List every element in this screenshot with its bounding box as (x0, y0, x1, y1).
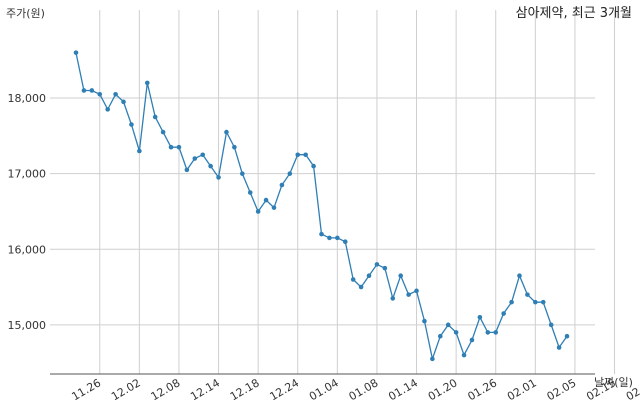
data-point (216, 175, 221, 180)
data-point (540, 299, 546, 305)
data-point (525, 292, 530, 297)
gridlines (50, 10, 616, 374)
series-line (75, 52, 568, 362)
data-point (247, 190, 253, 195)
data-point (295, 152, 301, 158)
data-point (564, 333, 570, 339)
data-point (105, 107, 110, 112)
data-point (89, 88, 95, 93)
data-point (430, 356, 435, 362)
data-point (319, 231, 324, 237)
data-point (184, 167, 190, 173)
data-point (414, 288, 419, 294)
x-tick-label: 12.14 (188, 376, 222, 403)
data-point (327, 235, 332, 241)
data-point (113, 91, 118, 97)
data-point (493, 330, 499, 335)
data-point (517, 273, 522, 279)
data-point (287, 171, 293, 176)
x-tick-label: 01.26 (465, 376, 499, 403)
data-point (263, 197, 269, 203)
data-point (97, 91, 103, 97)
data-point (152, 114, 158, 120)
data-point (461, 352, 467, 358)
data-point (232, 144, 237, 150)
x-tick-label: 02.01 (505, 376, 539, 403)
y-axis-title: 주가(원) (6, 7, 45, 20)
data-point (509, 299, 514, 305)
y-tick-labels: 15,000 16,000 17,000 18,000 (8, 92, 47, 332)
data-point (137, 148, 142, 154)
data-point (160, 129, 166, 135)
data-point (445, 322, 451, 328)
data-point (358, 284, 364, 290)
data-point (437, 333, 443, 339)
data-point (144, 80, 150, 86)
data-point (121, 99, 126, 105)
data-point (255, 209, 261, 214)
data-point (548, 322, 554, 328)
x-tick-label: 02.05 (545, 376, 579, 403)
data-point (271, 205, 277, 210)
data-point (422, 318, 427, 324)
data-point (168, 144, 174, 150)
data-point (390, 296, 396, 301)
data-point (406, 292, 411, 297)
data-point (176, 144, 182, 150)
data-point (469, 337, 475, 343)
data-point (240, 171, 245, 176)
data-point (350, 277, 356, 282)
x-tick-label: 01.08 (347, 376, 381, 403)
data-point (398, 273, 403, 279)
data-point (366, 273, 372, 279)
chart-title: 삼아제약, 최근 3개월 (516, 6, 632, 21)
x-tick-label: 12.02 (109, 376, 143, 403)
series-polyline (75, 52, 568, 362)
x-tick-labels: 11.26 12.02 12.08 12.14 12.18 12.24 01.04 01.08… (69, 376, 640, 403)
data-points (73, 50, 570, 362)
data-point (556, 345, 562, 350)
data-point (208, 163, 213, 169)
data-point (533, 299, 538, 305)
data-point (374, 262, 380, 267)
y-tick-label: 16,000 (8, 243, 47, 256)
data-point (501, 311, 506, 316)
data-point (453, 330, 459, 335)
data-point (73, 50, 79, 55)
x-tick-label: 12.18 (228, 376, 262, 403)
x-axis-title: 날짜(일) (594, 375, 633, 389)
data-point (81, 88, 87, 93)
x-tick-label: 01.20 (426, 376, 460, 403)
data-point (311, 163, 316, 169)
x-tick-label: 01.04 (307, 376, 341, 403)
data-point (477, 314, 483, 320)
x-tick-label: 01.14 (386, 376, 420, 403)
x-tick-label: 11.26 (69, 376, 103, 403)
data-point (303, 152, 308, 158)
data-point (200, 152, 206, 158)
data-point (129, 122, 134, 127)
data-point (342, 239, 348, 244)
data-point (335, 235, 340, 241)
data-point (382, 265, 388, 271)
data-point (485, 330, 491, 335)
x-tick-label: 12.24 (267, 376, 301, 403)
y-tick-label: 15,000 (8, 319, 47, 332)
y-tick-label: 18,000 (8, 92, 47, 105)
y-tick-label: 17,000 (8, 168, 47, 181)
data-point (224, 129, 229, 135)
x-tick-label: 12.08 (149, 376, 183, 403)
data-point (192, 156, 198, 161)
data-point (279, 182, 285, 188)
